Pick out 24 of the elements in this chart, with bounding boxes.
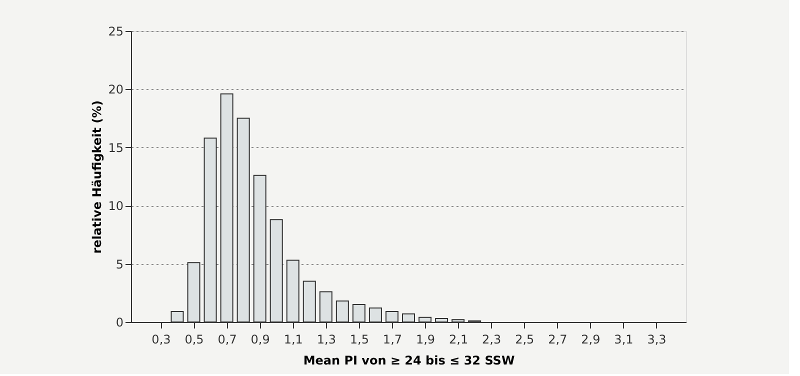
x-tick-label: 3,1 [614,332,634,346]
x-tick-label: 0,9 [250,332,270,346]
x-tick-label: 1,1 [284,332,303,346]
x-tick-label: 2,1 [449,332,468,346]
y-tick-label: 15 [108,140,124,155]
y-tick-label: 25 [108,24,124,38]
y-tick-label: 5 [116,257,124,272]
x-tick-label: 2,9 [581,332,600,346]
x-tick-label: 3,3 [647,332,666,346]
y-tick-label: 10 [108,199,124,214]
x-tick-label: 1,9 [416,332,436,346]
x-axis-title: Mean PI von ≥ 24 bis ≤ 32 SSW [303,354,515,368]
y-tick-label: 0 [116,316,124,330]
x-tick-label: 1,3 [316,332,336,346]
x-tick-label: 0,5 [184,332,204,346]
y-tick-label: 20 [108,82,124,97]
x-tick-label: 1,5 [350,332,369,346]
x-tick-label: 2,5 [515,332,534,346]
x-tick-label: 0,7 [218,332,237,346]
x-tick-label: 1,7 [382,332,402,346]
y-axis-title: relative Häufigkeit (%) [90,100,104,254]
x-tick-label: 2,7 [548,332,568,346]
x-tick-label: 0,3 [152,332,171,346]
x-tick-label: 2,3 [482,332,502,346]
